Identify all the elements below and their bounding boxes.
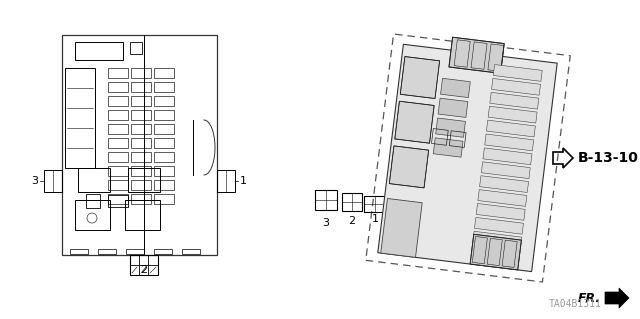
- Bar: [131, 166, 151, 176]
- Polygon shape: [490, 92, 539, 109]
- Polygon shape: [493, 64, 542, 81]
- Bar: [131, 110, 151, 120]
- Polygon shape: [381, 198, 422, 257]
- Bar: [364, 196, 386, 212]
- Bar: [108, 194, 128, 204]
- Text: B-13-10: B-13-10: [578, 151, 639, 165]
- Polygon shape: [473, 231, 522, 248]
- Bar: [154, 194, 174, 204]
- Bar: [70, 249, 88, 254]
- Polygon shape: [481, 162, 531, 179]
- Bar: [154, 249, 172, 254]
- Bar: [108, 82, 128, 92]
- Bar: [75, 42, 123, 60]
- Bar: [131, 96, 151, 106]
- Bar: [108, 68, 128, 78]
- Bar: [131, 180, 151, 190]
- Bar: [108, 138, 128, 148]
- Polygon shape: [433, 138, 463, 157]
- Bar: [78, 168, 110, 192]
- Polygon shape: [471, 245, 520, 262]
- Bar: [108, 124, 128, 134]
- Bar: [108, 152, 128, 162]
- Bar: [342, 193, 362, 211]
- Bar: [75, 200, 110, 230]
- Polygon shape: [483, 148, 532, 165]
- Polygon shape: [389, 146, 429, 188]
- Bar: [154, 82, 174, 92]
- Bar: [131, 152, 151, 162]
- Bar: [108, 96, 128, 106]
- Bar: [217, 170, 235, 192]
- Polygon shape: [449, 37, 504, 73]
- Bar: [130, 255, 158, 275]
- Text: 1: 1: [371, 214, 378, 224]
- Polygon shape: [474, 217, 524, 234]
- Bar: [154, 180, 174, 190]
- Bar: [315, 190, 337, 210]
- Polygon shape: [440, 78, 470, 98]
- Bar: [108, 180, 128, 190]
- Bar: [154, 138, 174, 148]
- Polygon shape: [605, 288, 629, 308]
- Text: TA04B1311: TA04B1311: [548, 299, 602, 309]
- Bar: [108, 166, 128, 176]
- Bar: [131, 82, 151, 92]
- Bar: [65, 68, 95, 168]
- Polygon shape: [486, 120, 536, 137]
- Bar: [131, 124, 151, 134]
- Text: 3: 3: [31, 176, 38, 186]
- Bar: [130, 42, 142, 54]
- Polygon shape: [484, 134, 534, 151]
- Polygon shape: [470, 234, 522, 270]
- Bar: [131, 138, 151, 148]
- Bar: [131, 68, 151, 78]
- Bar: [131, 194, 151, 204]
- Text: 2: 2: [348, 216, 356, 226]
- Bar: [98, 249, 116, 254]
- Bar: [154, 68, 174, 78]
- Bar: [108, 110, 128, 120]
- Polygon shape: [476, 204, 525, 220]
- Text: 2: 2: [140, 265, 148, 275]
- Polygon shape: [436, 118, 465, 137]
- Polygon shape: [378, 44, 557, 271]
- Bar: [128, 168, 160, 192]
- Bar: [154, 110, 174, 120]
- Polygon shape: [479, 176, 529, 192]
- Polygon shape: [478, 189, 527, 206]
- Bar: [44, 170, 62, 192]
- Polygon shape: [400, 56, 440, 99]
- Text: 3: 3: [323, 218, 330, 228]
- Text: 1: 1: [240, 176, 247, 186]
- Bar: [154, 124, 174, 134]
- Bar: [182, 249, 200, 254]
- Bar: [154, 96, 174, 106]
- Bar: [154, 152, 174, 162]
- Bar: [154, 166, 174, 176]
- Polygon shape: [395, 101, 434, 143]
- Bar: [126, 249, 144, 254]
- Text: FR.: FR.: [578, 292, 601, 305]
- Bar: [125, 200, 160, 230]
- Bar: [62, 35, 217, 255]
- Polygon shape: [492, 78, 541, 95]
- Bar: [108, 195, 128, 207]
- Polygon shape: [488, 106, 537, 123]
- Bar: [86, 194, 100, 208]
- Polygon shape: [438, 98, 468, 117]
